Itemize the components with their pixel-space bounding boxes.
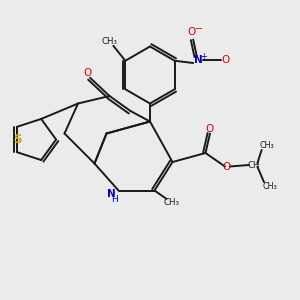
Text: N: N <box>106 189 116 199</box>
Text: O: O <box>222 161 230 172</box>
Text: CH₃: CH₃ <box>164 198 180 207</box>
Text: O: O <box>206 124 214 134</box>
Text: S: S <box>13 133 21 146</box>
Text: −: − <box>194 24 203 34</box>
Text: +: + <box>201 52 207 61</box>
Text: CH₃: CH₃ <box>102 37 118 46</box>
Text: H: H <box>111 195 118 204</box>
Text: O: O <box>83 68 91 79</box>
Text: CH₃: CH₃ <box>260 141 274 150</box>
Text: O: O <box>221 55 230 65</box>
Text: O: O <box>188 27 196 38</box>
Text: CH₃: CH₃ <box>262 182 277 191</box>
Text: CH: CH <box>247 160 260 169</box>
Text: N: N <box>194 55 202 65</box>
